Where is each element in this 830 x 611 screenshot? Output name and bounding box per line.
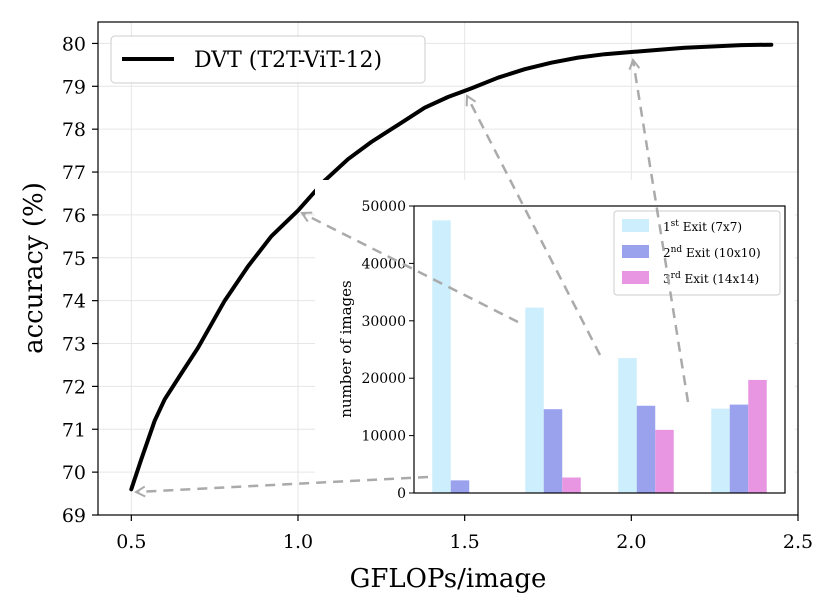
- main-legend-box: [110, 35, 426, 84]
- y-tick-label: 74: [62, 291, 86, 313]
- inset-legend-swatch: [622, 271, 649, 284]
- inset-legend: 1st Exit (7x7) 2nd Exit (10x10) 3rd Exit (…: [613, 210, 781, 296]
- y-axis-label: accuracy (%): [19, 182, 49, 354]
- inset-y-tick-label: 20000: [361, 371, 406, 387]
- series-line: [129, 42, 774, 492]
- inset-legend-swatch: [622, 245, 649, 258]
- y-tick-label: 78: [62, 119, 86, 141]
- inset-y-tick-label: 40000: [361, 256, 406, 272]
- y-tick-label: 79: [62, 76, 86, 98]
- inset-y-tick-label: 10000: [361, 429, 406, 445]
- arrow-exit2: [302, 213, 519, 324]
- inset-legend-label: 2nd Exit (10x10): [663, 245, 761, 260]
- inset-y-axis: 0 10000 20000 30000 40000 50000: [361, 199, 414, 502]
- x-tick-label: 1.5: [450, 531, 480, 553]
- bar: [655, 429, 674, 493]
- inset-legend-label: 3rd Exit (14x14): [663, 271, 759, 286]
- inset-y-tick-label: 50000: [361, 199, 406, 215]
- arrow-exit1: [136, 475, 429, 492]
- y-tick-label: 70: [62, 462, 86, 484]
- y-tick-label: 80: [62, 33, 86, 55]
- bar: [748, 379, 767, 493]
- y-tick-label: 76: [62, 205, 86, 227]
- bar: [525, 307, 544, 493]
- bar: [618, 358, 637, 493]
- arrows: [136, 60, 690, 492]
- bar: [450, 480, 470, 493]
- arrow-exit4: [633, 60, 690, 403]
- y-tick-label: 69: [62, 505, 86, 527]
- inset-legend-box: [613, 210, 781, 296]
- main-x-axis: 0.5 1.0 1.5 2.0 2.5: [116, 515, 813, 553]
- inset-y-axis-label: number of images: [337, 280, 355, 417]
- bar: [543, 409, 563, 493]
- y-tick-label: 71: [62, 419, 86, 441]
- y-tick-label: 73: [62, 334, 86, 356]
- bar: [729, 404, 749, 493]
- inset-y-tick-label: 30000: [361, 314, 406, 330]
- x-tick-label: 1.0: [283, 531, 313, 553]
- y-tick-label: 77: [62, 162, 86, 184]
- inset-bars: [432, 220, 767, 493]
- arrow-exit3: [467, 96, 602, 356]
- main-line-layer: [129, 42, 774, 492]
- inset-legend-label: 1st Exit (7x7): [663, 219, 742, 234]
- inset-y-tick-label: 0: [397, 486, 406, 502]
- bar: [562, 477, 581, 493]
- main-legend-label: DVT (T2T-ViT-12): [194, 48, 382, 73]
- bar: [636, 405, 656, 493]
- x-tick-label: 2.5: [783, 531, 813, 553]
- main-plot-frame: [97, 21, 799, 516]
- bar: [711, 408, 730, 493]
- y-tick-label: 75: [62, 248, 86, 270]
- x-tick-label: 2.0: [616, 531, 646, 553]
- x-tick-label: 0.5: [116, 531, 146, 553]
- y-tick-label: 72: [62, 376, 86, 398]
- inset-legend-swatch: [622, 219, 649, 232]
- x-axis-label: GFLOPs/image: [350, 564, 547, 594]
- main-y-axis: 69 70 71 72 73 74 75 76 77 78 79 80: [62, 33, 98, 527]
- main-legend: DVT (T2T-ViT-12): [110, 35, 426, 84]
- bar: [432, 220, 451, 493]
- inset-plot-frame: [413, 205, 786, 494]
